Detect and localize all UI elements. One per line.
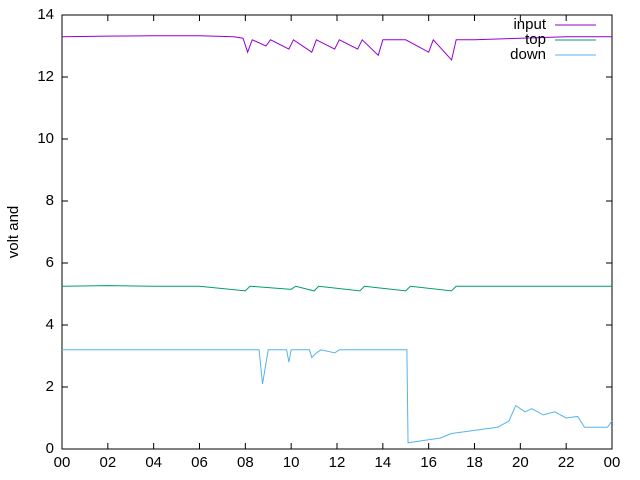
- y-tick-label: 12: [37, 68, 54, 85]
- x-tick-label: 06: [191, 454, 208, 471]
- y-tick-label: 2: [46, 378, 54, 395]
- x-tick-label: 02: [99, 454, 116, 471]
- x-tick-label: 00: [604, 454, 621, 471]
- plot-border: [61, 14, 613, 450]
- data-line: [62, 349, 613, 444]
- y-tick-label: 14: [37, 6, 54, 23]
- legend-label: top: [525, 31, 546, 48]
- y-tick-label: 6: [46, 254, 54, 271]
- y-axis-label: volt and: [5, 206, 22, 259]
- x-tick-label: 18: [466, 454, 483, 471]
- data-line: [61, 285, 612, 292]
- x-tick-label: 00: [54, 454, 71, 471]
- x-tick-label: 10: [283, 454, 300, 471]
- y-tick-label: 0: [46, 440, 54, 457]
- x-tick-label: 14: [374, 454, 391, 471]
- y-tick-label: 8: [46, 192, 54, 209]
- x-tick-label: 20: [512, 454, 529, 471]
- x-tick-label: 08: [237, 454, 254, 471]
- data-line: [61, 35, 612, 61]
- x-tick-label: 22: [558, 454, 575, 471]
- legend-label: input: [513, 16, 546, 33]
- legend-label: down: [510, 46, 546, 63]
- x-tick-label: 04: [145, 454, 162, 471]
- y-tick-label: 10: [37, 130, 54, 147]
- x-tick-label: 16: [420, 454, 437, 471]
- y-tick-label: 4: [46, 316, 54, 333]
- x-tick-label: 12: [329, 454, 346, 471]
